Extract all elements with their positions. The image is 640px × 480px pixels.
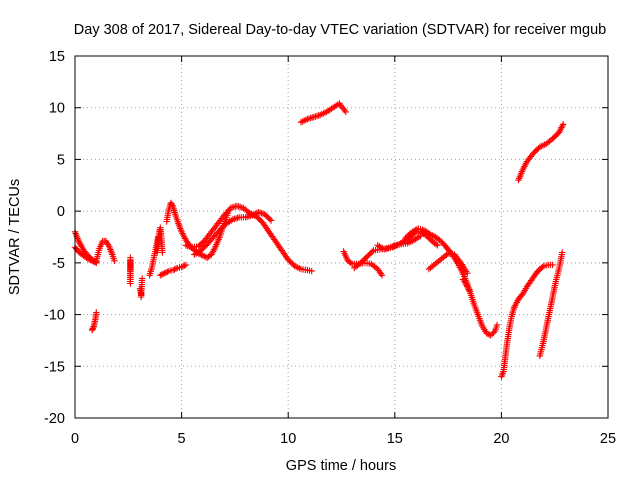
data-point <box>463 282 470 289</box>
data-point <box>172 265 180 272</box>
data-point <box>308 267 315 275</box>
data-point <box>182 261 190 269</box>
data-point <box>266 216 274 223</box>
data-point <box>420 227 428 234</box>
data-point <box>267 217 275 224</box>
data-point <box>178 263 185 271</box>
data-point <box>168 201 175 208</box>
points-layer <box>71 100 567 380</box>
data-point <box>369 248 376 255</box>
data-point <box>378 272 386 279</box>
data-point <box>387 244 394 251</box>
data-point <box>342 108 349 116</box>
data-point <box>234 214 241 222</box>
data-point <box>388 243 396 250</box>
data-point <box>403 233 411 240</box>
data-point <box>559 249 566 256</box>
data-point <box>560 121 567 128</box>
data-point <box>490 329 497 336</box>
x-tick-label: 25 <box>600 431 616 447</box>
x-tick-label: 20 <box>493 431 509 447</box>
data-point <box>412 226 419 234</box>
data-point <box>549 261 556 269</box>
data-point <box>402 234 409 242</box>
y-tick-label: -10 <box>44 308 65 324</box>
x-tick-label: 5 <box>178 431 186 447</box>
data-point <box>487 332 494 339</box>
data-point <box>539 142 547 149</box>
data-point <box>493 321 501 329</box>
data-point <box>539 263 546 271</box>
y-tick-label: 10 <box>49 101 65 117</box>
data-point <box>434 242 441 249</box>
data-point <box>464 284 472 292</box>
x-tick-label: 10 <box>280 431 296 447</box>
data-point <box>167 199 175 207</box>
data-point <box>432 241 440 248</box>
data-point <box>429 232 436 239</box>
data-point <box>390 242 397 250</box>
data-point <box>437 238 445 245</box>
y-axis-label: SDTVAR / TECUs <box>7 179 23 295</box>
data-point <box>162 269 170 276</box>
data-point <box>466 287 473 294</box>
data-point <box>171 266 178 273</box>
data-point <box>127 257 134 264</box>
data-point <box>161 270 168 277</box>
data-point <box>111 257 118 264</box>
data-point <box>169 266 177 274</box>
data-point <box>410 227 418 234</box>
grid-layer <box>75 56 608 418</box>
data-point <box>159 270 167 278</box>
tick-labels-layer: 0 5 10 15 20 25 -20 -15 -10 -5 0 5 10 15 <box>44 49 616 447</box>
data-point <box>157 272 164 279</box>
data-point <box>427 231 435 239</box>
data-point <box>347 259 354 267</box>
data-point <box>464 270 471 277</box>
y-tick-label: -20 <box>44 411 65 427</box>
y-tick-label: -15 <box>44 359 65 375</box>
data-point <box>164 268 171 275</box>
data-point <box>181 262 188 269</box>
data-point <box>489 330 496 338</box>
data-point <box>139 275 146 282</box>
data-point <box>436 236 443 244</box>
data-point <box>93 309 100 316</box>
data-point <box>89 324 97 332</box>
data-point <box>158 271 165 278</box>
data-point <box>417 232 424 240</box>
data-point <box>179 263 187 270</box>
data-point <box>465 286 472 293</box>
data-point <box>159 249 166 256</box>
data-point <box>169 202 176 209</box>
data-point <box>198 251 205 259</box>
x-tick-label: 0 <box>71 431 79 447</box>
data-point <box>419 226 426 233</box>
y-tick-label: 0 <box>57 204 65 220</box>
data-point <box>199 252 207 259</box>
y-tick-label: -5 <box>52 256 65 272</box>
data-point <box>462 279 469 286</box>
x-axis-label: GPS time / hours <box>286 458 396 474</box>
x-tick-label: 15 <box>387 431 403 447</box>
chart-title: Day 308 of 2017, Sidereal Day-to-day VTE… <box>74 22 606 38</box>
data-point <box>464 283 471 290</box>
data-point <box>486 331 493 338</box>
data-point <box>483 330 490 337</box>
y-tick-label: 5 <box>57 152 65 168</box>
y-tick-label: 15 <box>49 49 65 65</box>
data-point <box>462 280 470 288</box>
ticks-layer <box>74 55 609 419</box>
plot-frame <box>74 55 609 419</box>
